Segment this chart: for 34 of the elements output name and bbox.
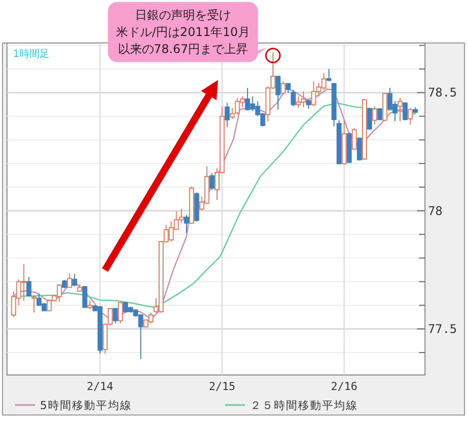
candlestick <box>184 214 190 234</box>
candlestick <box>398 97 403 122</box>
text: 日銀の声明を受け <box>134 8 231 22</box>
candlestick <box>276 76 281 110</box>
y-tick-label: 77.5 <box>428 322 457 336</box>
annotation: 以来の78.67円まで上昇 <box>118 42 248 56</box>
candlestick <box>82 285 88 308</box>
candlestick <box>280 80 286 96</box>
candlestick <box>408 107 413 126</box>
candlestick <box>402 102 408 121</box>
candlestick <box>26 276 32 296</box>
candlestick <box>72 273 78 287</box>
legend-label: 5時間移動平均線 <box>40 399 132 412</box>
y-tick-label: 78.5 <box>428 86 457 100</box>
candlestick <box>377 107 382 121</box>
text: 米ドル/円は2011年10月 <box>116 25 250 39</box>
candlestick <box>290 89 296 107</box>
candlestick <box>367 107 372 130</box>
annotation: 1時間足 <box>13 48 50 60</box>
candlestick <box>118 301 123 324</box>
candlestick <box>67 272 72 288</box>
candlestick <box>31 295 36 313</box>
candlestick <box>224 102 230 128</box>
x-tick-label: 2/16 <box>330 380 358 393</box>
legend-label: ２５時間移動平均線 <box>250 399 358 412</box>
candlestick <box>356 136 362 161</box>
x-tick-label: 2/15 <box>208 380 236 393</box>
candlestick <box>209 172 214 190</box>
candlestick <box>372 106 378 126</box>
candlestick <box>112 307 118 324</box>
candlestick <box>326 68 332 82</box>
y-tick-label: 78 <box>428 204 442 218</box>
candlestick <box>352 128 357 150</box>
x-tick-label: 2/14 <box>86 380 114 393</box>
